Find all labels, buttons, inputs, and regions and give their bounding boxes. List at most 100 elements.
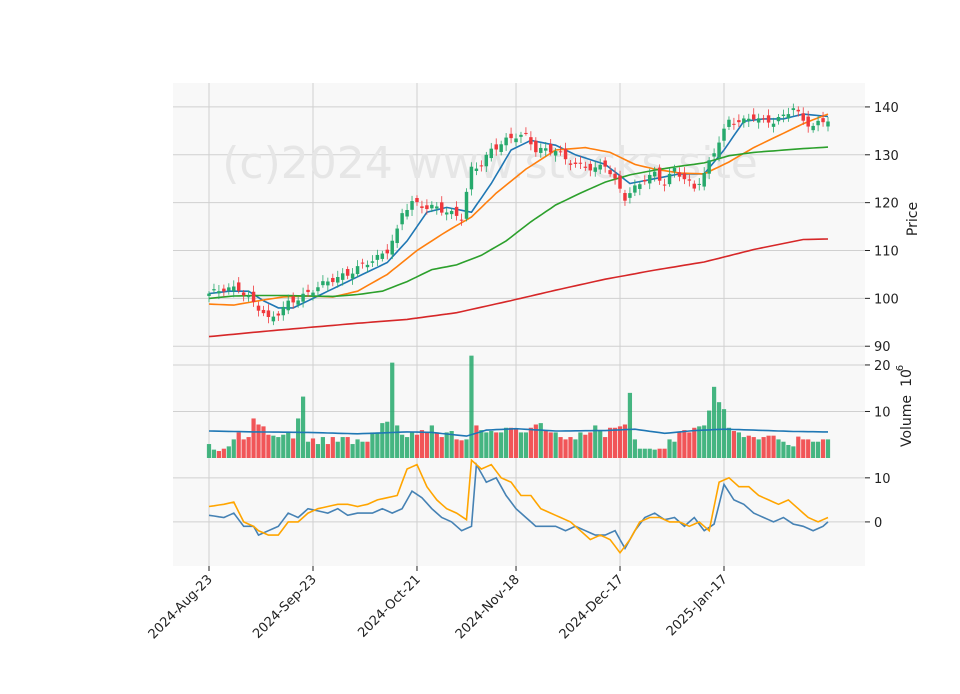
candle-body: [276, 313, 281, 316]
candle-body: [360, 262, 365, 264]
candle-body: [558, 151, 563, 153]
candle-body: [573, 162, 578, 164]
volume-bar: [231, 439, 236, 458]
candle-body: [742, 118, 746, 124]
volume-bar: [726, 427, 732, 458]
oscillator-axis-tick-label: 10: [874, 472, 891, 487]
volume-bar: [434, 432, 439, 458]
volume-bar: [459, 440, 464, 458]
candle-body: [435, 206, 439, 209]
volume-bar: [424, 432, 429, 458]
volume-bar: [211, 449, 217, 458]
watermark-text: (c)2024 www.stocks.site: [222, 138, 758, 189]
price-axis-tick-label: 130: [874, 149, 899, 164]
candle-body: [271, 316, 276, 322]
volume-bar: [271, 435, 276, 458]
volume-bar: [335, 441, 340, 458]
volume-bar: [652, 449, 657, 458]
volume-bar: [647, 448, 652, 458]
volume-bar: [563, 439, 568, 458]
candle-body: [529, 137, 533, 145]
volume-bars: [206, 355, 831, 458]
candle-body: [370, 261, 375, 263]
candle-body: [692, 183, 697, 189]
volume-bar: [355, 439, 360, 458]
volume-bar: [216, 451, 222, 458]
volume-bar: [707, 410, 712, 458]
candle-body: [667, 173, 672, 185]
candle-body: [553, 151, 558, 156]
volume-bar: [548, 432, 553, 458]
candle-body: [751, 114, 756, 120]
volume-bar: [617, 426, 623, 458]
volume-bar: [736, 432, 741, 458]
volume-bar: [484, 432, 489, 458]
volume-bar: [811, 441, 816, 458]
volume-bar: [479, 430, 484, 458]
candle-body: [390, 240, 394, 255]
volume-bar: [677, 432, 682, 458]
candle-body: [628, 193, 632, 198]
volume-bar: [637, 448, 642, 458]
volume-bar: [825, 439, 831, 458]
candle-body: [385, 249, 390, 254]
candle-body: [514, 138, 518, 143]
volume-bar: [632, 439, 637, 458]
candle-body: [336, 276, 340, 283]
candle-body: [737, 120, 741, 123]
candle-body: [449, 210, 454, 215]
candle-body: [588, 163, 593, 171]
price-panel-background: [173, 83, 865, 351]
volume-bar: [820, 439, 826, 458]
volume-bar: [533, 424, 538, 458]
volume-bar: [251, 418, 256, 458]
volume-bar: [409, 432, 415, 458]
moving-average-line-3: [208, 146, 829, 300]
volume-bar: [711, 386, 717, 458]
candle-body: [732, 123, 736, 125]
candle-body: [400, 213, 404, 225]
oscillator-line-1: [208, 461, 829, 551]
volume-bar: [508, 427, 514, 458]
candle-body: [811, 125, 815, 131]
volume-bar: [553, 432, 558, 458]
volume-bar: [310, 438, 316, 458]
volume-bar: [439, 437, 444, 458]
candle-body: [687, 179, 692, 181]
volume-bar: [598, 431, 603, 458]
volume-bar: [350, 444, 355, 458]
volume-bar: [692, 427, 697, 458]
candle-body: [430, 204, 434, 209]
candle-body: [796, 109, 801, 112]
volume-bar: [583, 434, 588, 458]
volume-bar: [281, 434, 286, 458]
candle-body: [509, 133, 513, 139]
volume-bar: [206, 444, 212, 458]
volume-bar: [325, 444, 330, 458]
volume-bar: [305, 441, 311, 458]
volume-bar: [370, 432, 375, 458]
volume-bar: [360, 441, 365, 458]
candle-body: [489, 148, 493, 159]
candle-body: [241, 292, 246, 296]
candle-body: [291, 296, 295, 303]
volume-bar: [781, 441, 786, 458]
x-axis-tick-label: 2025-Jan-17: [664, 572, 731, 639]
volume-bar: [504, 427, 509, 458]
candle-body: [702, 172, 706, 187]
candle-body: [578, 162, 583, 164]
volume-bar: [276, 437, 281, 458]
candle-body: [340, 273, 345, 280]
volume-bar: [642, 448, 647, 458]
candle-body: [766, 115, 771, 123]
price-axis-tick-label: 110: [874, 245, 899, 260]
candle-body: [643, 180, 647, 182]
volume-bar: [454, 439, 459, 458]
candle-body: [494, 144, 498, 150]
candle-body: [608, 170, 612, 175]
volume-bar: [380, 423, 385, 458]
oscillator-axis-tick-label: 0: [874, 516, 882, 531]
oscillator-line-2: [208, 458, 829, 555]
candle-body: [613, 173, 617, 179]
